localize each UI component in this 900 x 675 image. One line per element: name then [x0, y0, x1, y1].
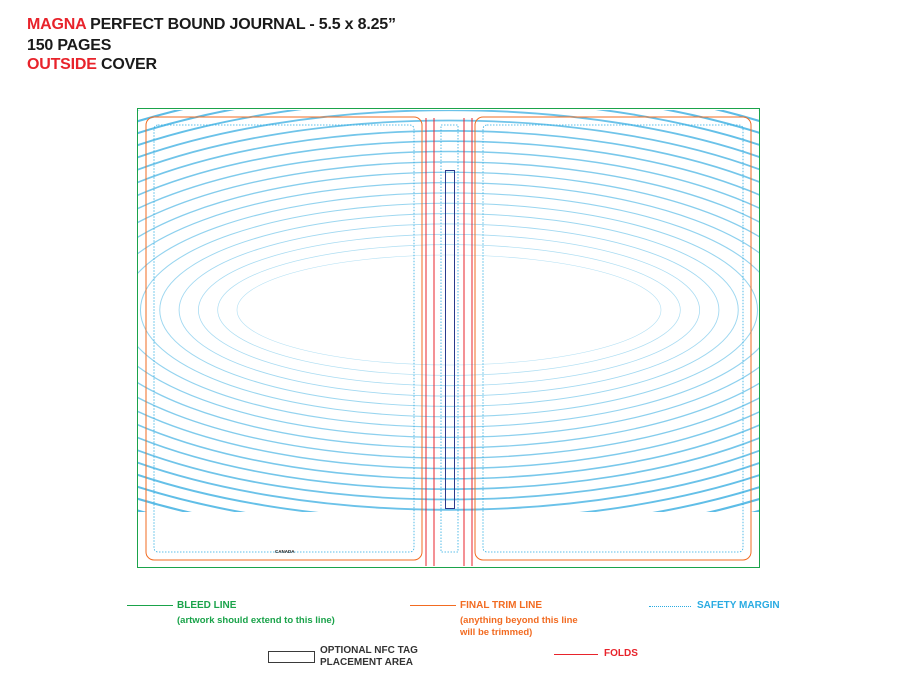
pattern-ring [138, 140, 759, 480]
pattern-ring [138, 192, 759, 428]
pattern-ring [138, 171, 759, 449]
cover-side-accent: OUTSIDE [27, 56, 97, 73]
safety-margin-front [482, 124, 744, 553]
page-count: 150 PAGES [27, 37, 112, 54]
trim-line-title: FINAL TRIM LINE [460, 600, 543, 611]
pattern-ring [236, 254, 662, 366]
brand-name: MAGNA [27, 16, 86, 33]
pattern-ring [138, 130, 759, 490]
trim-line-note-1: (anything beyond this line [460, 615, 578, 626]
pattern-ring [138, 150, 759, 470]
canada-label: CANADA [275, 549, 295, 554]
trim-line-swatch [410, 605, 456, 606]
folds-swatch [554, 654, 598, 655]
bleed-line-swatch [127, 605, 173, 606]
nfc-title-1: OPTIONAL NFC TAG [320, 645, 418, 656]
pattern-ring [138, 110, 759, 511]
pattern-ring [217, 244, 681, 376]
trim-line-back [145, 116, 423, 561]
pattern-ring [138, 182, 759, 438]
safety-margin-title: SAFETY MARGIN [697, 600, 780, 611]
cover-side-label: COVER [96, 56, 157, 73]
safety-margin-swatch [649, 606, 691, 607]
title-line: MAGNA PERFECT BOUND JOURNAL - 5.5 x 8.25… [27, 16, 396, 34]
pattern-ring [138, 161, 759, 459]
bleed-line [137, 108, 760, 568]
cover-template: CANADA [137, 108, 760, 568]
pattern-ring [197, 233, 701, 387]
pattern-ring [138, 119, 759, 501]
concentric-ellipse-pattern [138, 110, 759, 512]
trim-line-note-2: will be trimmed) [460, 627, 533, 638]
nfc-area-swatch [268, 651, 315, 663]
artwork-area [138, 110, 759, 512]
trim-line-front [474, 116, 752, 561]
pattern-ring [159, 213, 739, 407]
safety-margin-back [153, 124, 415, 553]
nfc-placement-area [445, 170, 455, 509]
bleed-line-title: BLEED LINE [177, 600, 237, 611]
product-title: PERFECT BOUND JOURNAL - 5.5 x 8.25” [85, 16, 396, 33]
pattern-ring [139, 202, 759, 418]
pattern-ring [178, 223, 720, 397]
cover-side-line: OUTSIDE COVER [27, 56, 157, 74]
folds-title: FOLDS [604, 648, 638, 659]
bleed-line-note: (artwork should extend to this line) [177, 615, 335, 626]
nfc-title-2: PLACEMENT AREA [320, 657, 413, 668]
